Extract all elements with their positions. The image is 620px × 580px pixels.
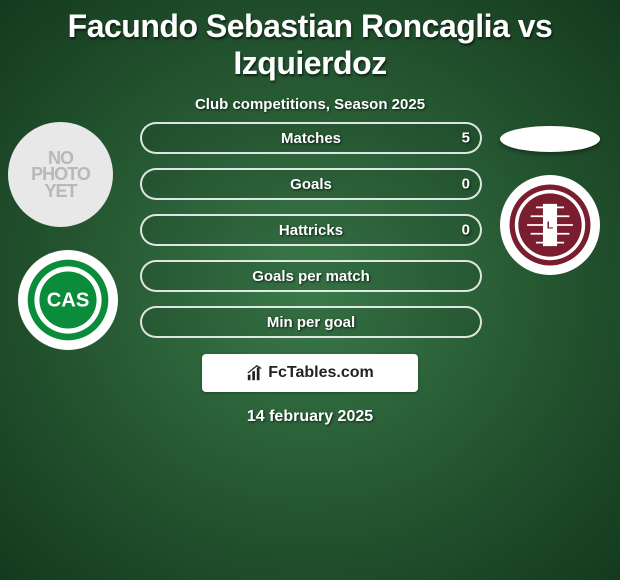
team-badge-right: L bbox=[500, 175, 600, 275]
stat-value: 5 bbox=[462, 130, 470, 147]
shield-icon: CAS bbox=[26, 258, 110, 342]
stat-label: Matches bbox=[281, 130, 341, 147]
stat-row: Min per goal bbox=[140, 306, 482, 338]
stat-label: Goals per match bbox=[252, 268, 370, 285]
bar-chart-icon bbox=[246, 364, 264, 382]
stat-label: Goals bbox=[290, 176, 332, 193]
date-label: 14 february 2025 bbox=[0, 408, 620, 426]
player-photo-placeholder: NO PHOTO YET bbox=[8, 122, 113, 227]
club-crest-icon: L bbox=[506, 181, 594, 269]
svg-text:CAS: CAS bbox=[47, 290, 90, 312]
no-photo-text: YET bbox=[44, 183, 76, 199]
svg-text:L: L bbox=[547, 220, 554, 232]
stat-label: Hattricks bbox=[279, 222, 343, 239]
brand-badge: FcTables.com bbox=[202, 354, 418, 392]
stat-row: Goals 0 bbox=[140, 168, 482, 200]
stat-row: Goals per match bbox=[140, 260, 482, 292]
stat-value: 0 bbox=[462, 222, 470, 239]
stats-list: Matches 5 Goals 0 Hattricks 0 Goals per … bbox=[140, 122, 482, 352]
page-title: Facundo Sebastian Roncaglia vs Izquierdo… bbox=[0, 0, 620, 82]
stat-value: 0 bbox=[462, 176, 470, 193]
stat-row: Matches 5 bbox=[140, 122, 482, 154]
decorative-ellipse bbox=[500, 126, 600, 152]
stat-row: Hattricks 0 bbox=[140, 214, 482, 246]
page-subtitle: Club competitions, Season 2025 bbox=[0, 96, 620, 113]
team-badge-left: CAS bbox=[18, 250, 118, 350]
brand-text: FcTables.com bbox=[268, 364, 374, 382]
stat-label: Min per goal bbox=[267, 314, 355, 331]
